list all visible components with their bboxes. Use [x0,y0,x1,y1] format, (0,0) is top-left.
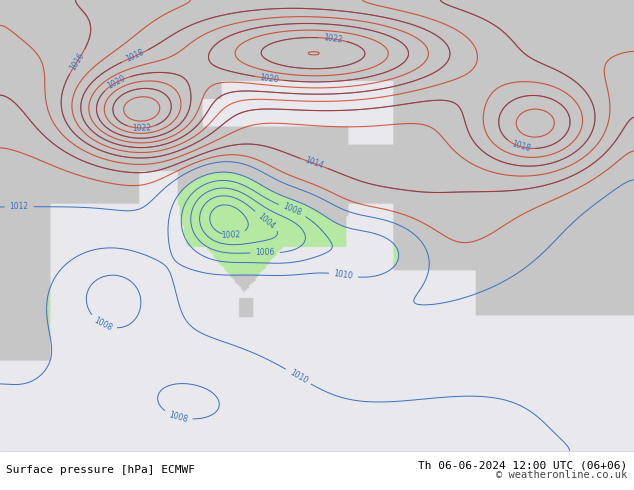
Text: 1002: 1002 [221,230,241,240]
Text: 1006: 1006 [256,248,275,257]
Text: 1008: 1008 [281,202,303,218]
Text: 1010: 1010 [333,270,354,281]
Text: 1020: 1020 [259,73,280,84]
Text: Surface pressure [hPa] ECMWF: Surface pressure [hPa] ECMWF [6,465,195,474]
Text: 1008: 1008 [167,410,188,424]
Text: 1008: 1008 [93,316,113,333]
Text: 1018: 1018 [510,140,531,154]
Text: 1004: 1004 [256,211,277,231]
Text: © weatheronline.co.uk: © weatheronline.co.uk [496,470,628,480]
Text: 1020: 1020 [106,74,127,91]
Text: 1016: 1016 [68,51,86,72]
Text: Th 06-06-2024 12:00 UTC (06+06): Th 06-06-2024 12:00 UTC (06+06) [418,461,628,470]
Text: 1022: 1022 [133,123,152,133]
Text: 1022: 1022 [323,33,343,45]
Text: 1014: 1014 [303,156,325,171]
Text: 1010: 1010 [288,368,309,385]
Text: 1012: 1012 [10,202,29,211]
Text: 1018: 1018 [124,48,145,64]
